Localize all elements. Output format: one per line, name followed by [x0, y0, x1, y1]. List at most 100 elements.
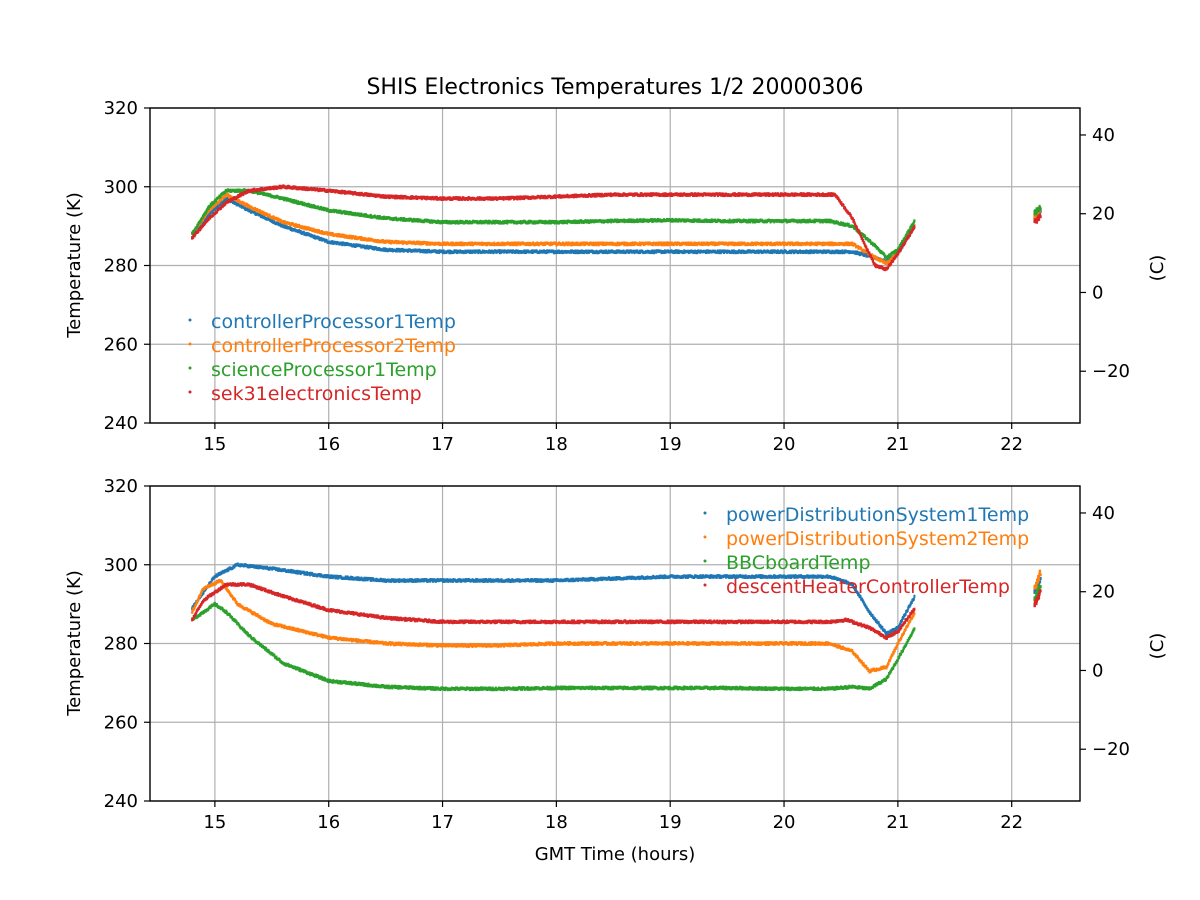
data-point — [633, 243, 636, 247]
data-point — [192, 235, 195, 239]
data-point — [815, 241, 818, 245]
data-point — [1035, 211, 1038, 215]
data-point — [574, 251, 577, 255]
data-point — [896, 249, 899, 253]
data-point — [331, 232, 334, 236]
data-point — [812, 251, 815, 255]
data-point — [783, 243, 786, 247]
data-point — [870, 253, 873, 257]
data-point — [401, 240, 404, 244]
data-point — [738, 218, 741, 222]
data-point — [623, 243, 626, 247]
data-point — [292, 200, 295, 204]
data-point — [402, 196, 405, 200]
data-point — [677, 219, 680, 223]
data-point — [748, 218, 751, 222]
data-point — [435, 195, 438, 199]
data-point — [714, 218, 717, 222]
data-point — [201, 218, 204, 222]
data-point — [632, 218, 635, 222]
x-tick-label: 16 — [317, 434, 340, 455]
data-point — [348, 234, 351, 238]
data-point — [710, 218, 713, 222]
data-point — [615, 220, 618, 224]
data-point — [354, 237, 357, 241]
data-point — [395, 249, 398, 253]
data-point — [597, 243, 600, 247]
data-point — [303, 201, 306, 205]
data-point — [466, 198, 469, 202]
data-point — [301, 201, 304, 205]
data-point — [290, 198, 293, 202]
data-point — [857, 245, 860, 249]
data-point — [220, 206, 223, 210]
data-point — [864, 235, 867, 239]
data-point — [247, 204, 250, 208]
data-point — [416, 219, 419, 223]
data-point — [687, 241, 690, 245]
data-point — [705, 218, 708, 222]
data-point — [487, 219, 490, 223]
data-point — [519, 197, 522, 201]
data-point — [241, 200, 244, 204]
data-point — [571, 241, 574, 245]
data-point — [500, 241, 503, 245]
data-point — [275, 217, 278, 221]
data-point — [437, 251, 440, 255]
data-point — [689, 243, 692, 247]
data-point — [839, 222, 842, 226]
data-point — [785, 218, 788, 222]
data-point — [876, 256, 879, 260]
data-point — [1038, 211, 1041, 215]
y-tick-label: 260 — [104, 334, 138, 355]
data-point — [384, 247, 387, 251]
y-tick-label: 320 — [104, 98, 138, 119]
data-point — [389, 239, 392, 243]
data-point — [418, 248, 421, 252]
data-point — [341, 243, 344, 247]
data-point — [199, 219, 202, 223]
data-point — [281, 223, 284, 227]
data-point — [191, 232, 194, 236]
data-point — [320, 231, 323, 235]
data-point — [1035, 214, 1039, 218]
data-point — [513, 241, 516, 245]
data-point — [652, 243, 655, 247]
data-point — [507, 197, 510, 201]
data-point — [366, 192, 369, 196]
data-point — [818, 218, 821, 222]
data-point — [846, 241, 849, 245]
data-point — [195, 225, 198, 229]
data-point — [456, 219, 459, 223]
data-point — [201, 216, 204, 220]
data-point — [289, 198, 292, 202]
data-point — [666, 241, 669, 245]
data-point — [458, 241, 461, 245]
data-point — [693, 241, 696, 245]
data-point — [459, 243, 462, 247]
data-point — [364, 192, 367, 196]
data-point — [492, 243, 495, 247]
data-point — [493, 241, 496, 245]
data-point — [320, 230, 323, 234]
data-point — [615, 243, 618, 247]
x-tick-label: 15 — [203, 434, 226, 455]
data-point — [770, 241, 773, 245]
data-point — [710, 220, 713, 224]
data-point — [512, 195, 515, 199]
data-point — [220, 198, 223, 202]
data-point — [842, 221, 845, 225]
data-point — [591, 243, 594, 247]
data-point — [343, 189, 346, 193]
data-point — [204, 218, 207, 222]
data-point — [192, 230, 195, 234]
data-point — [623, 218, 626, 222]
series-controllerProcessor2Temp — [191, 193, 1042, 265]
data-point — [322, 206, 325, 210]
data-point — [850, 243, 853, 247]
data-point — [642, 219, 645, 223]
data-point — [825, 218, 828, 222]
x-tick-label: 17 — [431, 434, 454, 455]
data-point — [204, 214, 207, 218]
data-point — [457, 196, 460, 200]
